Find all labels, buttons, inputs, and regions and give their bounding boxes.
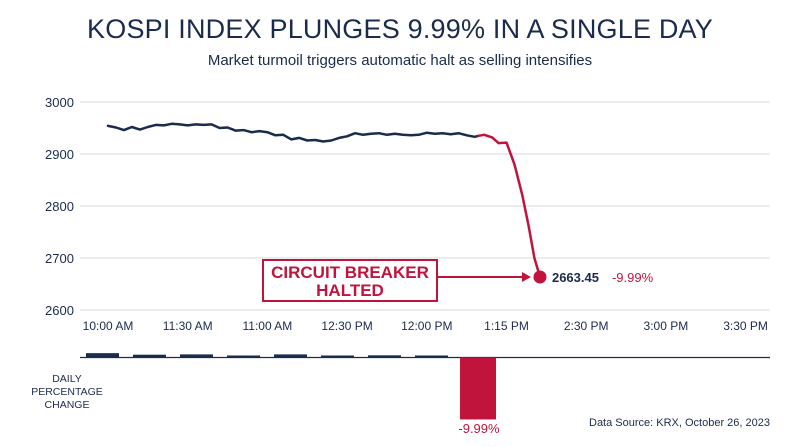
x-tick-label: 11:30 AM [163, 319, 213, 333]
x-tick-label: 12:30 PM [321, 319, 372, 333]
drop-line [477, 133, 542, 279]
daily-change-bar [227, 355, 260, 358]
y-tick-label: 2700 [45, 251, 74, 266]
daily-change-label: -9.99% [458, 421, 500, 436]
chart-title: KOSPI INDEX PLUNGES 9.99% IN A SINGLE DA… [87, 14, 713, 44]
x-tick-label: 11:00 AM [242, 319, 292, 333]
circuit-breaker-line-1: CIRCUIT BREAKER [271, 263, 429, 282]
y-tick-label: 2800 [45, 199, 74, 214]
daily-change-bar [274, 354, 307, 358]
daily-change-bar [86, 353, 119, 358]
x-tick-label: 3:30 PM [723, 319, 768, 333]
halt-change-label: -9.99% [612, 270, 654, 285]
x-tick-label: 2:30 PM [564, 319, 609, 333]
pre-drop-line [106, 122, 480, 143]
daily-change-bar [180, 354, 213, 358]
halt-value-label: 2663.45 [552, 270, 599, 285]
y-tick-label: 2600 [45, 303, 74, 318]
halt-point [533, 270, 547, 284]
daily-change-bar [321, 355, 354, 358]
y-tick-label: 3000 [45, 95, 74, 110]
circuit-breaker-box [262, 259, 438, 302]
daily-label-line-1: DAILY [52, 373, 82, 385]
data-source: Data Source: KRX, October 26, 2023 [589, 417, 770, 429]
daily-change-bar [368, 355, 401, 358]
x-tick-label: 3:00 PM [644, 319, 689, 333]
y-tick-label: 2900 [45, 147, 74, 162]
x-tick-label: 1:15 PM [484, 319, 529, 333]
daily-change-bar [460, 357, 496, 420]
daily-change-bar [133, 354, 166, 358]
x-tick-label: 10:00 AM [83, 319, 134, 333]
daily-label-line-3: CHANGE [44, 399, 90, 411]
daily-change-bar [415, 355, 448, 358]
daily-label-line-2: PERCENTAGE [31, 386, 103, 398]
annotation-arrow-head [521, 272, 531, 283]
chart-subtitle: Market turmoil triggers automatic halt a… [207, 52, 593, 69]
x-tick-label: 12:00 PM [401, 319, 452, 333]
daily-percentage-label: DAILY PERCENTAGE CHANGE [22, 373, 112, 412]
circuit-breaker-line-2: HALTED [316, 281, 384, 300]
